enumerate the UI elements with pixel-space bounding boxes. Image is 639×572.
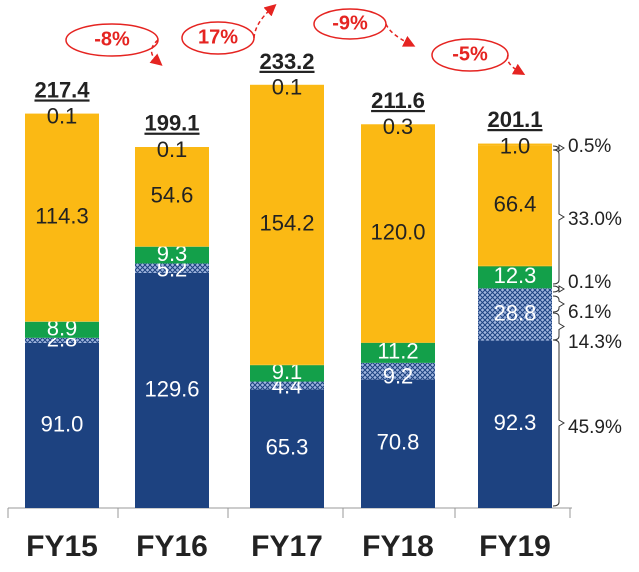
total-label: 199.1	[144, 111, 199, 136]
bar-segment	[250, 84, 324, 365]
change-arrow	[253, 4, 277, 39]
bar-segment	[361, 342, 435, 363]
x-tick-label: FY16	[136, 530, 208, 563]
share-label: 14.3%	[568, 332, 622, 353]
change-arrow	[506, 54, 526, 75]
value-label: 66.4	[494, 191, 537, 216]
x-tick-label: FY19	[479, 530, 551, 563]
bar-segment	[135, 246, 209, 247]
x-tick-label: FY17	[251, 530, 323, 563]
bar-segment	[361, 342, 435, 343]
change-label: -5%	[452, 43, 488, 65]
value-label: 0.1	[272, 75, 303, 100]
change-arrow	[385, 23, 416, 47]
value-label: 129.6	[144, 376, 199, 401]
share-label: 0.5%	[568, 136, 611, 157]
bar-segment	[478, 266, 552, 289]
bar-segment	[250, 84, 324, 86]
bar-segment	[361, 124, 435, 125]
bar-segment	[25, 113, 99, 322]
bar-segment	[135, 272, 209, 508]
bar-segment	[478, 143, 552, 146]
value-label: 12.3	[494, 263, 537, 288]
share-bracket	[552, 312, 565, 341]
value-label: 120.0	[370, 219, 425, 244]
bar-segment	[361, 124, 435, 343]
bar-segment	[135, 147, 209, 247]
value-label: 70.8	[377, 430, 420, 455]
value-label: 92.3	[494, 410, 537, 435]
bar-segment	[25, 342, 99, 508]
total-label: 217.4	[34, 77, 90, 102]
change-label: 17%	[198, 26, 238, 48]
value-label: 9.2	[383, 363, 414, 388]
x-tick-label: FY15	[26, 530, 98, 563]
share-label: 33.0%	[568, 209, 622, 230]
x-tick-label: FY18	[362, 530, 434, 563]
share-label: 0.1%	[568, 272, 611, 293]
bar-segment	[361, 379, 435, 508]
bar-segment	[478, 145, 552, 266]
bar-segment	[25, 337, 99, 343]
bar-segment	[135, 263, 209, 273]
bar-segment	[478, 265, 552, 267]
value-label: 65.3	[266, 435, 309, 460]
total-label: 201.1	[487, 107, 542, 132]
bar-segment	[25, 113, 99, 115]
value-label: 0.1	[47, 103, 78, 128]
bar-segment	[25, 321, 99, 322]
value-label: 54.6	[151, 183, 194, 208]
share-bracket	[552, 149, 565, 285]
bar-segment	[135, 246, 209, 264]
value-label: 91.0	[41, 411, 84, 436]
value-label: 114.3	[35, 203, 88, 228]
value-label: 0.3	[383, 114, 414, 139]
value-label: 154.2	[259, 211, 314, 236]
bar-segment	[361, 362, 435, 380]
value-label: 0.1	[157, 137, 188, 162]
bar-segment	[478, 288, 552, 341]
bar-segment	[25, 321, 99, 338]
bar-segment	[250, 365, 324, 382]
bar-segment	[250, 381, 324, 390]
share-bracket	[552, 339, 565, 507]
share-label: 6.1%	[568, 302, 611, 323]
bar-segment	[135, 147, 209, 148]
share-bracket	[552, 144, 565, 152]
total-label: 211.6	[371, 88, 425, 113]
bar-segment	[478, 340, 552, 508]
change-arrow	[149, 39, 163, 66]
change-label: -9%	[332, 12, 368, 34]
share-bracket	[552, 285, 565, 293]
bar-segment	[250, 364, 324, 366]
change-label: -8%	[94, 28, 130, 50]
value-label: 1.0	[500, 133, 531, 158]
total-label: 233.2	[259, 49, 314, 74]
value-label: 28.8	[494, 300, 537, 325]
share-bracket	[552, 295, 565, 313]
bar-segment	[250, 389, 324, 508]
share-label: 45.9%	[568, 417, 622, 438]
